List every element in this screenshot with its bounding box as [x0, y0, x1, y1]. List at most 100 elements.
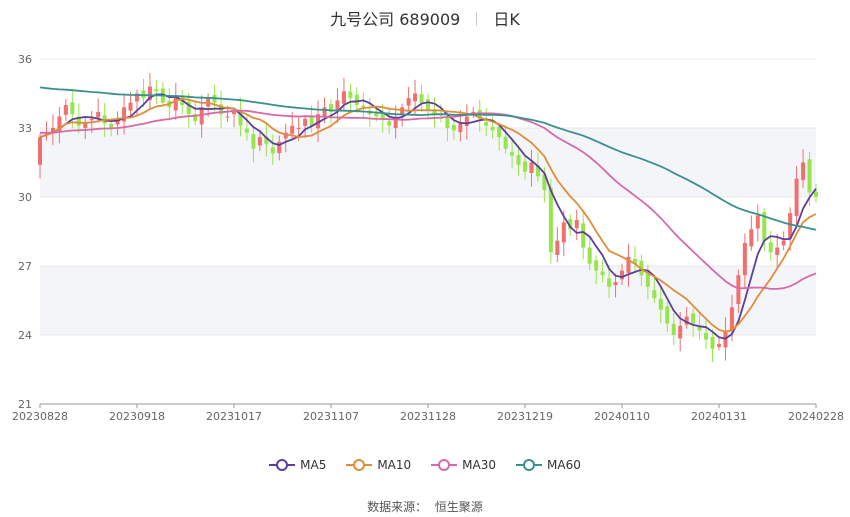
candle-body	[762, 212, 767, 241]
candle	[548, 179, 553, 264]
candle	[270, 134, 275, 165]
candle-body	[529, 162, 534, 174]
legend-item-ma10[interactable]: MA10	[346, 458, 411, 472]
x-tick-label: 20230918	[109, 410, 165, 423]
candle	[50, 114, 55, 146]
candle-body	[775, 247, 780, 256]
candle-body	[794, 178, 799, 216]
band-3	[40, 128, 816, 197]
candle	[37, 133, 43, 179]
candle	[781, 231, 786, 251]
candle	[574, 209, 579, 241]
stock-name-code: 九号公司 689009	[330, 10, 461, 29]
candle-body	[581, 223, 586, 248]
candle-body	[684, 316, 689, 325]
candle	[464, 104, 469, 140]
candle	[587, 237, 592, 271]
candle-body	[458, 123, 463, 133]
candle-body	[632, 258, 637, 264]
candle-body	[264, 136, 269, 145]
legend-item-ma60[interactable]: MA60	[516, 458, 581, 472]
candle-body	[147, 86, 152, 101]
candle	[716, 336, 722, 351]
candle-body	[561, 222, 566, 243]
candle	[755, 204, 760, 242]
x-tick-label: 20240110	[594, 410, 650, 423]
candle-body	[387, 121, 392, 126]
candle-body	[173, 95, 178, 111]
candle	[561, 210, 566, 257]
period-label: 日K	[493, 10, 520, 29]
legend-item-ma30[interactable]: MA30	[431, 458, 496, 472]
candle-body	[341, 91, 346, 104]
candle-body	[296, 128, 301, 129]
candle-body	[425, 99, 431, 110]
candle-body	[134, 93, 140, 102]
candle-body	[801, 162, 806, 181]
legend-label: MA60	[547, 458, 581, 472]
candle	[704, 319, 709, 350]
candle-body	[542, 174, 547, 191]
candle-body	[63, 105, 68, 115]
candle-body	[813, 191, 819, 197]
candle-body	[231, 111, 237, 115]
candle	[406, 86, 411, 111]
ma-line-ma5	[39, 93, 817, 340]
x-tick-label: 20240228	[788, 410, 844, 423]
candle-body	[781, 240, 786, 246]
candle	[283, 123, 288, 153]
y-axis: 21 24 27 30 33 36	[18, 53, 32, 411]
candle-body	[587, 247, 592, 264]
candle-body	[645, 273, 650, 287]
candle-body	[354, 94, 359, 105]
legend-marker	[431, 459, 458, 471]
candle	[736, 269, 741, 314]
candle	[141, 78, 146, 108]
candle	[665, 302, 670, 333]
candle-body	[37, 137, 43, 165]
candle	[257, 130, 262, 151]
candle-body	[600, 271, 605, 276]
candle-body	[594, 260, 599, 271]
candle-body	[445, 117, 450, 128]
moving-average-lines	[39, 86, 817, 340]
candle	[684, 306, 689, 329]
x-axis: 20230828 20230918 20231017 20231107 20231128…	[12, 403, 844, 423]
candle-body	[704, 332, 709, 340]
candle-body	[303, 118, 308, 127]
candle-body	[270, 147, 275, 154]
ma-line-ma60	[39, 86, 817, 231]
candle	[193, 100, 198, 126]
candle	[251, 125, 256, 163]
candle-body	[50, 128, 55, 134]
candle	[555, 227, 560, 263]
candle-body	[283, 132, 288, 139]
legend-label: MA5	[300, 458, 327, 472]
candle	[742, 233, 747, 289]
candle-body	[716, 344, 722, 347]
x-tick-label: 20231219	[497, 410, 553, 423]
candle-body	[348, 91, 353, 99]
candle-body	[619, 270, 625, 280]
x-tick-label: 20231128	[400, 410, 456, 423]
candle-body	[451, 124, 456, 131]
candle-body	[290, 125, 295, 134]
candle-body	[807, 159, 812, 193]
candle	[348, 83, 353, 112]
candle-body	[503, 136, 508, 149]
candle-body	[57, 116, 62, 132]
candle-body	[335, 100, 340, 111]
candle-body	[109, 123, 114, 128]
candle	[238, 97, 243, 137]
candle-body	[380, 113, 385, 119]
candle-body	[522, 161, 528, 172]
legend-item-ma5[interactable]: MA5	[269, 458, 326, 472]
candle-body	[361, 105, 366, 108]
candle-body	[497, 126, 502, 138]
candle	[594, 255, 599, 285]
candle	[568, 214, 573, 236]
candle	[794, 166, 799, 227]
candle-body	[115, 121, 120, 125]
candle-body	[749, 229, 754, 247]
candle-body	[413, 93, 418, 102]
